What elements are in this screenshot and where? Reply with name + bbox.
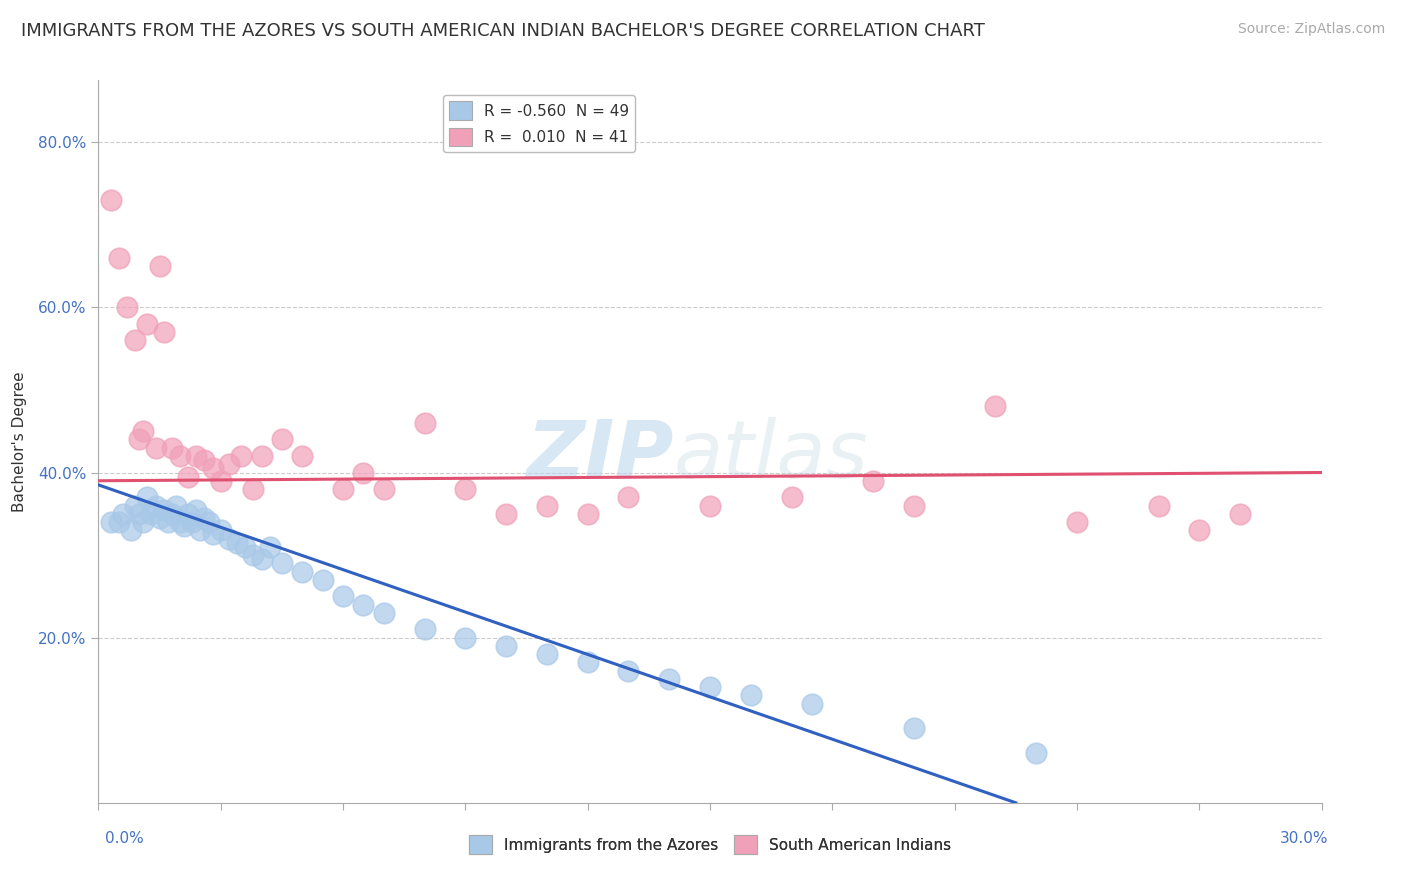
Point — [332, 482, 354, 496]
Point — [201, 527, 224, 541]
Point — [128, 433, 150, 447]
Point — [617, 664, 640, 678]
Point — [128, 507, 150, 521]
Point — [188, 524, 212, 538]
Point — [160, 441, 183, 455]
Point — [1025, 746, 1047, 760]
Text: Source: ZipAtlas.com: Source: ZipAtlas.com — [1237, 22, 1385, 37]
Point — [197, 515, 219, 529]
Point — [120, 524, 142, 538]
Point — [250, 449, 273, 463]
Point — [193, 511, 215, 525]
Point — [108, 515, 131, 529]
Point — [209, 524, 232, 538]
Point — [160, 507, 183, 521]
Point — [136, 490, 159, 504]
Point — [903, 722, 925, 736]
Point — [576, 656, 599, 670]
Point — [209, 474, 232, 488]
Point — [373, 482, 395, 496]
Point — [152, 325, 174, 339]
Point — [984, 400, 1007, 414]
Text: atlas: atlas — [673, 417, 868, 495]
Point — [132, 424, 155, 438]
Point — [177, 507, 200, 521]
Text: IMMIGRANTS FROM THE AZORES VS SOUTH AMERICAN INDIAN BACHELOR'S DEGREE CORRELATIO: IMMIGRANTS FROM THE AZORES VS SOUTH AMER… — [21, 22, 986, 40]
Point — [373, 606, 395, 620]
Point — [576, 507, 599, 521]
Point — [132, 515, 155, 529]
Point — [218, 457, 240, 471]
Legend: Immigrants from the Azores, South American Indians: Immigrants from the Azores, South Americ… — [463, 830, 957, 860]
Point — [231, 449, 253, 463]
Point — [165, 499, 187, 513]
Point — [699, 680, 721, 694]
Point — [658, 672, 681, 686]
Point — [169, 515, 191, 529]
Point — [233, 540, 256, 554]
Point — [149, 511, 172, 525]
Point — [1147, 499, 1170, 513]
Point — [617, 490, 640, 504]
Point — [149, 259, 172, 273]
Point — [1188, 524, 1211, 538]
Point — [242, 482, 264, 496]
Point — [250, 552, 273, 566]
Point — [740, 689, 762, 703]
Point — [352, 598, 374, 612]
Point — [259, 540, 281, 554]
Point — [454, 482, 477, 496]
Text: 30.0%: 30.0% — [1281, 831, 1329, 846]
Point — [193, 453, 215, 467]
Point — [291, 565, 314, 579]
Point — [173, 519, 195, 533]
Point — [218, 532, 240, 546]
Point — [270, 433, 294, 447]
Point — [124, 334, 146, 348]
Point — [145, 499, 167, 513]
Point — [186, 502, 208, 516]
Point — [332, 590, 354, 604]
Point — [699, 499, 721, 513]
Point — [108, 251, 131, 265]
Point — [152, 502, 174, 516]
Point — [145, 441, 167, 455]
Point — [1066, 515, 1088, 529]
Point — [454, 631, 477, 645]
Point — [136, 317, 159, 331]
Point — [141, 507, 163, 521]
Point — [242, 548, 264, 562]
Point — [291, 449, 314, 463]
Text: 0.0%: 0.0% — [105, 831, 145, 846]
Point — [413, 623, 436, 637]
Text: ZIP: ZIP — [526, 417, 673, 495]
Point — [115, 301, 138, 315]
Point — [177, 469, 200, 483]
Y-axis label: Bachelor's Degree: Bachelor's Degree — [13, 371, 27, 512]
Point — [862, 474, 884, 488]
Point — [181, 515, 204, 529]
Point — [495, 507, 517, 521]
Point — [801, 697, 824, 711]
Point — [536, 499, 558, 513]
Point — [186, 449, 208, 463]
Point — [124, 499, 146, 513]
Point — [100, 193, 122, 207]
Point — [111, 507, 134, 521]
Point — [352, 466, 374, 480]
Point — [201, 461, 224, 475]
Point — [495, 639, 517, 653]
Point — [100, 515, 122, 529]
Point — [413, 416, 436, 430]
Point — [312, 573, 335, 587]
Point — [156, 515, 179, 529]
Point — [536, 647, 558, 661]
Point — [226, 535, 249, 549]
Point — [1229, 507, 1251, 521]
Point — [780, 490, 803, 504]
Point — [903, 499, 925, 513]
Point — [270, 557, 294, 571]
Point — [169, 449, 191, 463]
